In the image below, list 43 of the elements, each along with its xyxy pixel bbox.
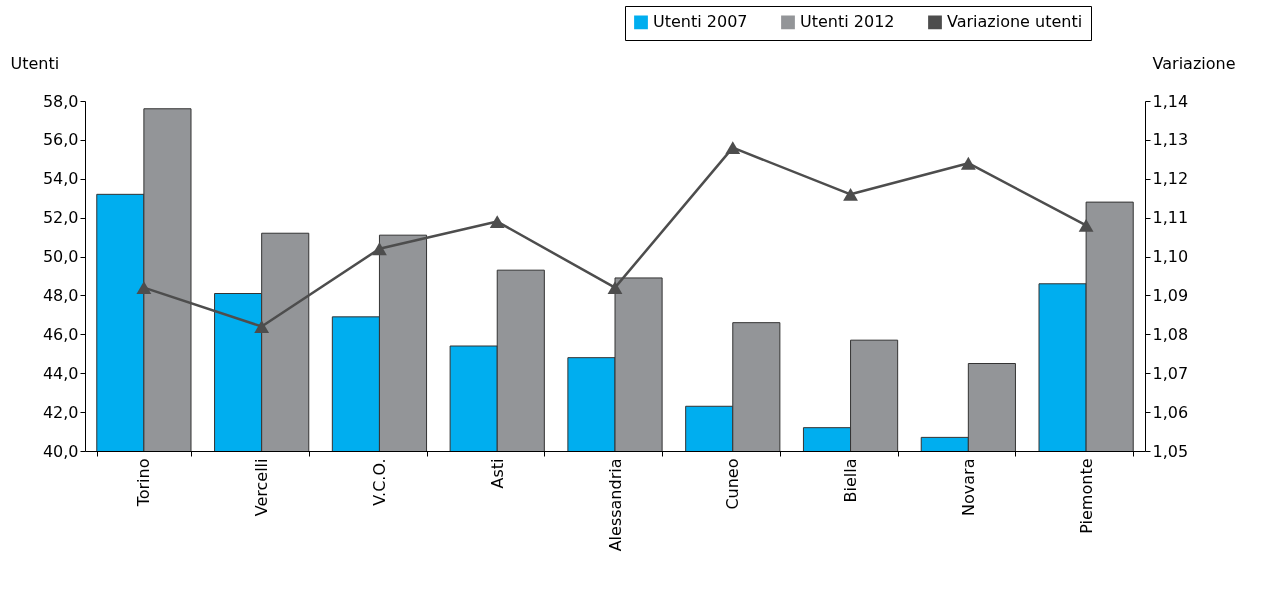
y2-axis-title: Variazione — [1152, 53, 1236, 73]
point — [607, 281, 623, 295]
y2-tick-label: 1,09 — [1152, 285, 1189, 305]
x-tick-label: Alessandria — [605, 458, 625, 552]
y-tick-label: 44,0 — [42, 363, 79, 383]
point — [960, 156, 976, 170]
y2-tick-label: 1,10 — [1152, 247, 1189, 267]
y2-tick-label: 1,07 — [1152, 363, 1189, 383]
x-tick-label: Vercelli — [252, 458, 272, 517]
y-tick-label: 42,0 — [42, 402, 79, 422]
point — [254, 320, 270, 333]
x-tick-label: Piemonte — [1076, 458, 1096, 534]
x-tick-label: Torino — [134, 458, 154, 508]
x-tick-label: Novara — [958, 458, 978, 516]
y2-tick-label: 1,13 — [1152, 130, 1189, 150]
y-tick-label: 40,0 — [42, 441, 79, 461]
y2-tick-label: 1,05 — [1152, 441, 1189, 461]
y2-tick-label: 1,14 — [1152, 91, 1189, 111]
y-tick-label: 52,0 — [42, 208, 79, 228]
y2-tick-label: 1,06 — [1152, 402, 1189, 422]
x-tick-label: V.C.O. — [369, 458, 389, 506]
point — [372, 242, 387, 256]
point — [1078, 219, 1094, 232]
y-tick-label: 58,0 — [42, 91, 79, 111]
y-tick-label: 56,0 — [42, 130, 79, 150]
point — [843, 187, 858, 201]
point — [489, 215, 505, 228]
y-axis-title: Utenti — [10, 53, 60, 73]
point — [136, 281, 152, 295]
y-tick-label: 48,0 — [42, 285, 79, 305]
x-tick-label: Asti — [487, 458, 507, 489]
y-tick-label: 46,0 — [42, 324, 79, 344]
y2-tick-label: 1,11 — [1152, 208, 1189, 228]
point — [725, 141, 741, 155]
x-tick-label: Biella — [841, 458, 861, 503]
y2-tick-label: 1,12 — [1152, 169, 1189, 189]
legend-label: Utenti 2012 — [800, 12, 895, 32]
y-tick-label: 50,0 — [42, 247, 79, 267]
y-tick-label: 54,0 — [42, 169, 79, 189]
legend-label: Variazione utenti — [947, 12, 1083, 32]
x-tick-label: Cuneo — [723, 458, 743, 510]
legend-label: Utenti 2007 — [653, 12, 748, 32]
y2-tick-label: 1,08 — [1152, 324, 1189, 344]
